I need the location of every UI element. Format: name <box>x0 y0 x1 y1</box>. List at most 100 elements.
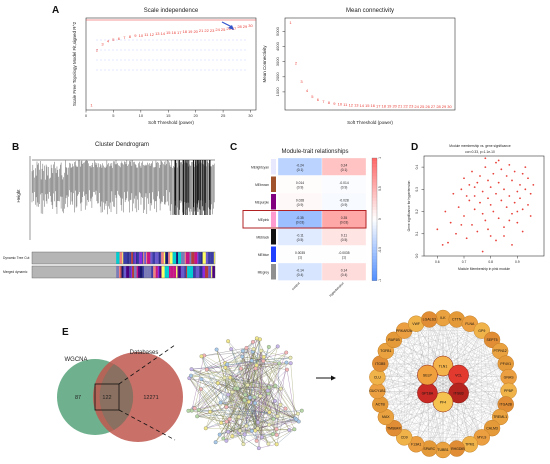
ppi-node <box>244 424 249 428</box>
ppi-edge <box>201 356 221 403</box>
module-color-stripe <box>147 266 152 278</box>
c-row-label: MEgrey <box>258 270 270 274</box>
module-color-stripe <box>123 266 127 278</box>
ppi-node <box>242 398 247 403</box>
module-color-stripe <box>136 266 139 278</box>
ppi-edge <box>217 383 227 408</box>
d-point <box>468 183 471 186</box>
c-row-swatch <box>271 211 276 227</box>
d-point <box>479 201 481 204</box>
ppi-edge <box>226 364 259 423</box>
venn-right-count: 12271 <box>143 395 158 401</box>
a-right-point: 3 <box>300 79 303 84</box>
c-colorbar-label: 0 <box>378 218 382 220</box>
ppi-edge <box>191 369 278 417</box>
d-point <box>481 212 484 215</box>
ppi-edge <box>221 400 245 423</box>
module-color-stripe <box>147 252 151 264</box>
module-color-stripe <box>116 266 119 278</box>
hub-gene-label: PF4 <box>440 400 446 404</box>
d-point <box>476 181 479 184</box>
d-ylabel: Gene significance for hypertension <box>407 180 411 231</box>
ppi-edge <box>201 356 219 384</box>
d-point <box>447 241 449 244</box>
ppi-node <box>249 428 254 433</box>
module-color-stripe <box>159 266 162 278</box>
d-point <box>481 190 484 193</box>
a-left-xtick-label: 25 <box>221 113 226 118</box>
module-color-frame <box>31 265 216 279</box>
d-point <box>473 208 476 211</box>
c-colorbar-step <box>372 252 377 257</box>
a-right-point: 27 <box>431 104 436 109</box>
c-colorbar-label: -1 <box>378 279 382 282</box>
hub-edge <box>377 377 444 451</box>
d-ytick-label: 0.3 <box>415 187 419 192</box>
module-color-stripe <box>129 266 131 278</box>
a-right-point: 18 <box>381 103 386 108</box>
module-color-stripe <box>155 266 158 278</box>
ppi-node <box>226 392 231 397</box>
ppi-node <box>271 432 275 437</box>
d-point <box>527 203 529 206</box>
ppi-node <box>277 361 282 366</box>
hub-edge <box>380 363 444 451</box>
c-cell-value: 0.24 <box>341 163 348 167</box>
ppi-node <box>243 392 248 397</box>
d-point <box>521 230 524 233</box>
ppi-edge <box>201 347 247 357</box>
ppi-edge <box>231 349 259 423</box>
module-color-stripe <box>160 252 162 264</box>
ppi-edge <box>229 377 256 431</box>
a-right-point: 9 <box>333 101 336 106</box>
hub-edge <box>380 317 444 405</box>
c-highlight-box <box>242 210 367 229</box>
hub-edge <box>377 376 459 394</box>
a-left-point: 15 <box>166 30 171 35</box>
ppi-edge <box>206 360 252 370</box>
venn-left-label: WGCNA <box>65 357 88 363</box>
ppi-edge <box>263 360 276 386</box>
ppi-node <box>278 402 283 407</box>
outer-gene-label: TGFB1 <box>380 349 391 353</box>
ppi-node <box>189 367 194 372</box>
a-left-point: 29 <box>243 24 248 29</box>
d-point <box>511 179 513 182</box>
ppi-edge <box>244 339 261 435</box>
a-left-point: 7 <box>123 35 126 40</box>
ppi-edge <box>221 422 259 449</box>
ppi-node <box>221 436 226 441</box>
a-left-point: 21 <box>199 28 204 33</box>
module-color-stripe <box>142 252 144 264</box>
outer-gene-label: CTTN <box>452 318 462 322</box>
c-colorbar-step <box>372 164 377 168</box>
d-point <box>508 163 511 166</box>
outer-gene-label: PF4V1 <box>500 362 511 366</box>
ppi-node <box>199 377 204 382</box>
c-row-swatch <box>271 264 276 280</box>
ppi-node <box>222 375 227 380</box>
module-color-stripe <box>184 252 186 264</box>
module-color-stripe <box>146 252 148 264</box>
outer-gene-node <box>377 342 395 360</box>
ppi-node <box>248 395 252 400</box>
a-left-point: 14 <box>161 31 166 36</box>
ppi-edge <box>246 347 256 369</box>
d-point <box>516 221 519 224</box>
hub-edge <box>385 330 482 352</box>
venn-left-count: 87 <box>75 395 81 401</box>
panel-b-dendrogram: Cluster Dendrogram Height Dynamic Tree C… <box>3 142 216 279</box>
ppi-edge <box>190 347 247 376</box>
a-right-point: 30 <box>447 104 452 109</box>
a-right-point: 15 <box>365 103 370 108</box>
c-cell-value: 0.11 <box>341 233 347 237</box>
ppi-edge <box>215 430 256 443</box>
c-heat-cell <box>321 262 367 281</box>
a-left-point: 25 <box>221 27 226 32</box>
a-left-point: 6 <box>118 36 121 41</box>
ppi-edge <box>246 347 251 403</box>
ppi-edge <box>190 375 244 445</box>
ppi-node <box>236 414 241 419</box>
c-colorbar-label: 1 <box>378 157 382 159</box>
d-xtick-label: 0.8 <box>488 260 493 264</box>
